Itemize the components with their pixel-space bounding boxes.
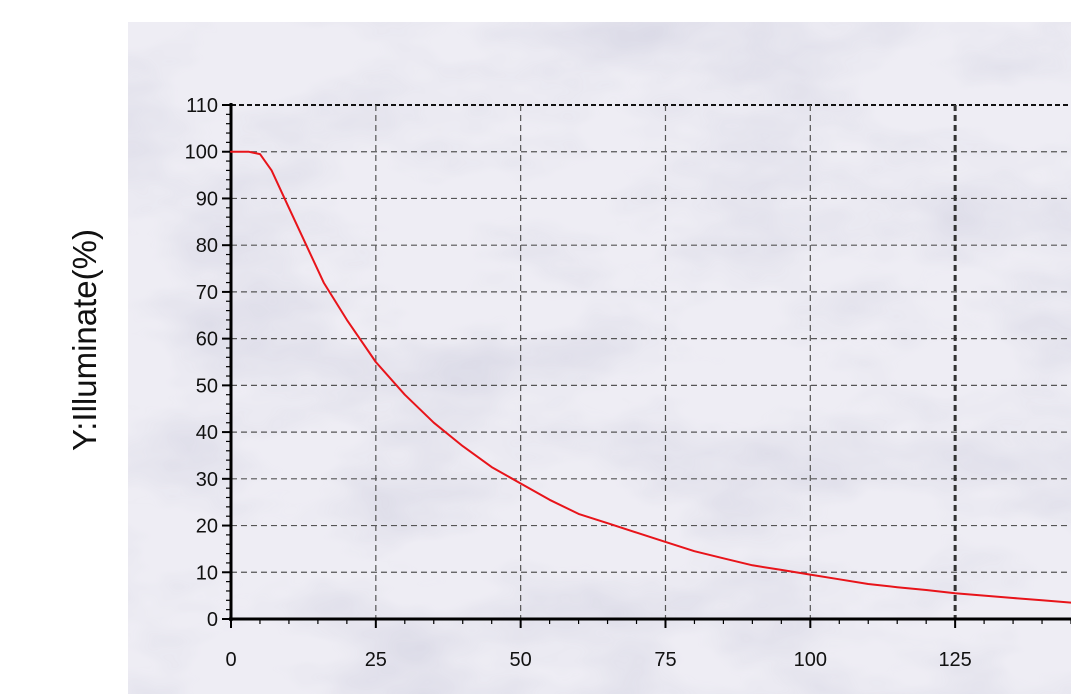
y-tick-label: 80 [196,235,218,257]
gridlines [231,104,1071,619]
x-tick-label: 50 [510,649,532,671]
y-tick-label: 30 [196,469,218,491]
y-tick-label: 50 [196,375,218,397]
x-tick-label: 25 [365,649,387,671]
y-tick-label: 70 [196,282,218,304]
x-tick-label: 75 [654,649,676,671]
series-layer [230,150,1071,604]
tick-labels: 010203040506070809010011002550751001251 [185,95,972,671]
y-tick-label: 20 [196,516,218,538]
y-tick-label: 10 [196,562,218,584]
marble-texture [128,22,1071,694]
axes [222,103,1071,628]
x-tick-label: 100 [794,649,827,671]
y-tick-label: 40 [196,422,218,444]
y-tick-label: 110 [186,95,218,117]
y-tick-label: 100 [185,142,218,164]
y-tick-label: 0 [207,609,218,631]
series-line [230,150,1071,604]
x-tick-label: 125 [938,649,971,671]
x-tick-label: 0 [225,649,236,671]
y-tick-label: 90 [196,188,218,210]
y-tick-label: 60 [196,329,218,351]
